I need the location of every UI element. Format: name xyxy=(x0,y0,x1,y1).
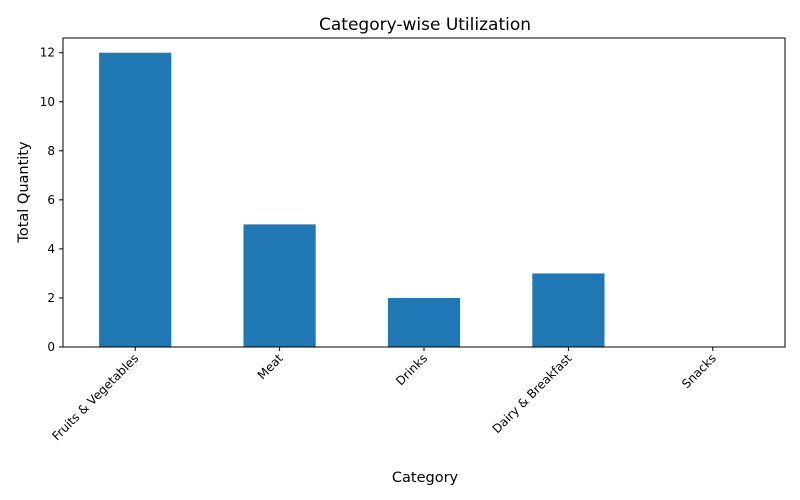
bar-0 xyxy=(99,52,172,347)
bar-3 xyxy=(532,273,605,347)
x-tick-label-4: Snacks xyxy=(679,351,719,391)
x-axis: Fruits & Vegetables Meat Drinks Dairy & Bre… xyxy=(49,347,719,443)
x-tick-label-2: Drinks xyxy=(393,351,430,388)
y-tick-label-3: 6 xyxy=(47,193,55,207)
y-tick-label-4: 8 xyxy=(47,144,55,158)
x-tick-label-0: Fruits & Vegetables xyxy=(49,351,141,443)
y-tick-label-0: 0 xyxy=(47,340,55,354)
y-tick-label-5: 10 xyxy=(40,95,55,109)
chart-title: Category-wise Utilization xyxy=(319,15,531,35)
bars-group xyxy=(99,52,605,347)
y-tick-label-6: 12 xyxy=(40,46,55,60)
bar-2 xyxy=(387,297,461,347)
y-axis: 0 2 4 6 8 10 12 xyxy=(40,46,63,354)
y-tick-label-2: 4 xyxy=(47,242,55,256)
bar-1 xyxy=(243,224,316,347)
x-axis-label: Category xyxy=(392,470,459,486)
x-tick-label-3: Dairy & Breakfast xyxy=(490,351,575,436)
y-tick-label-1: 2 xyxy=(47,291,55,305)
x-tick-label-1: Meat xyxy=(255,351,286,382)
y-axis-label: Total Quantity xyxy=(16,141,32,244)
